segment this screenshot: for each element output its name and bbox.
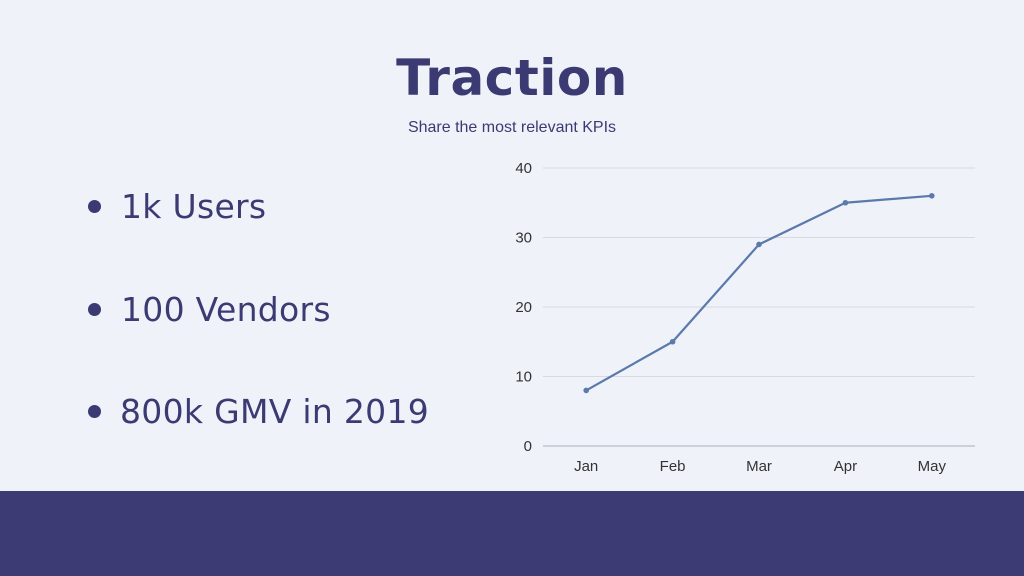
data-point bbox=[669, 338, 676, 345]
footer-band bbox=[0, 491, 1024, 576]
y-tick-label: 30 bbox=[515, 230, 532, 247]
kpi-item-vendors: 100 Vendors bbox=[88, 290, 331, 329]
x-tick-label: May bbox=[918, 458, 947, 475]
page-subtitle: Share the most relevant KPIs bbox=[407, 119, 617, 136]
kpi-list: 1k Users 100 Vendors 800k GMV in 2019 bbox=[88, 0, 488, 480]
y-tick-label: 10 bbox=[515, 369, 532, 386]
data-point bbox=[929, 193, 935, 199]
y-tick-label: 0 bbox=[524, 438, 532, 455]
series-line bbox=[585, 194, 933, 392]
bullet-dot-icon bbox=[88, 405, 101, 418]
x-tick-label: Jan bbox=[574, 458, 598, 475]
page-title: Traction bbox=[396, 49, 628, 107]
data-point bbox=[756, 241, 762, 248]
data-point bbox=[583, 387, 589, 394]
kpi-item-gmv: 800k GMV in 2019 bbox=[88, 392, 429, 431]
y-tick-label: 40 bbox=[515, 160, 532, 177]
kpi-item-label: 100 Vendors bbox=[121, 290, 331, 329]
kpi-item-label: 800k GMV in 2019 bbox=[120, 392, 430, 431]
y-tick-label: 20 bbox=[515, 299, 532, 316]
bullet-dot-icon bbox=[88, 303, 101, 316]
x-tick-label: Mar bbox=[746, 458, 772, 475]
data-point bbox=[842, 199, 849, 206]
x-tick-label: Apr bbox=[834, 458, 857, 475]
bullet-dot-icon bbox=[88, 200, 101, 213]
kpi-item-users: 1k Users bbox=[88, 187, 266, 226]
kpi-chart: 0 10 20 30 40 Jan Feb Mar Apr May bbox=[490, 150, 990, 485]
kpi-item-label: 1k Users bbox=[121, 187, 267, 226]
x-tick-label: Feb bbox=[660, 458, 686, 475]
line-chart: 0 10 20 30 40 Jan Feb Mar Apr May bbox=[515, 160, 975, 475]
